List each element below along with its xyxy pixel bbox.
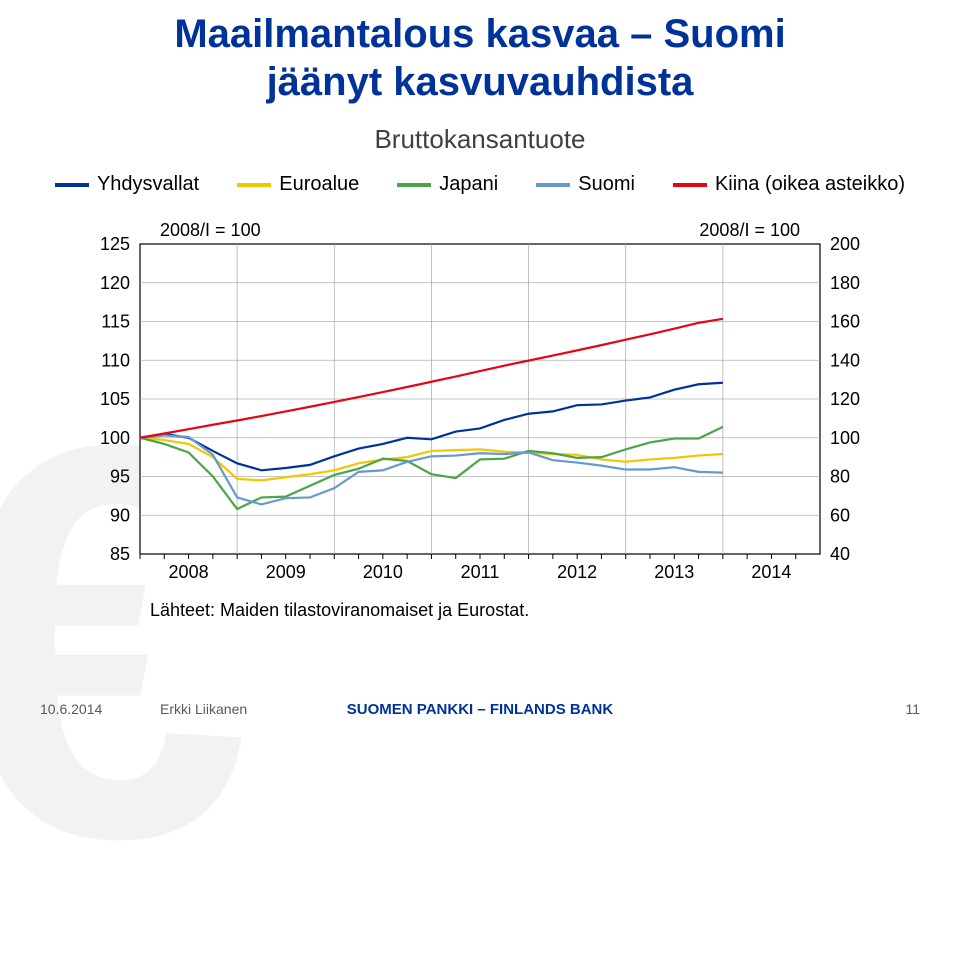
footer-bank: SUOMEN PANKKI – FINLANDS BANK <box>0 701 960 718</box>
legend-swatch <box>55 183 89 187</box>
ytick-right: 140 <box>830 350 860 370</box>
chart-svg: 85 90 95 100 105 110 115 120 125 40 60 80 100 120 140 1… <box>80 214 880 594</box>
legend-swatch <box>536 183 570 187</box>
ytick-right: 60 <box>830 505 850 525</box>
xtick: 2012 <box>557 562 597 582</box>
title-line2: jäänyt kasvuvauhdista <box>0 58 960 106</box>
legend-label: Kiina (oikea asteikko) <box>715 173 905 196</box>
ytick-left: 100 <box>100 428 130 448</box>
legend: Yhdysvallat Euroalue Japani Suomi Kiina (oik… <box>0 173 960 196</box>
ytick-right: 40 <box>830 544 850 564</box>
legend-swatch <box>237 183 271 187</box>
ytick-left: 85 <box>110 544 130 564</box>
ytick-right: 100 <box>830 428 860 448</box>
ytick-right: 80 <box>830 467 850 487</box>
slide: Maailmantalous kasvaa – Suomi jäänyt kas… <box>0 0 960 717</box>
note-left: 2008/I = 100 <box>160 220 261 240</box>
source-text: Lähteet: Maiden tilastoviranomaiset ja E… <box>150 600 960 621</box>
legend-item: Euroalue <box>237 173 359 196</box>
legend-swatch <box>673 183 707 187</box>
ytick-left: 90 <box>110 505 130 525</box>
ytick-left: 105 <box>100 389 130 409</box>
legend-label: Euroalue <box>279 173 359 196</box>
ytick-right: 180 <box>830 273 860 293</box>
ytick-left: 125 <box>100 234 130 254</box>
xtick: 2014 <box>751 562 791 582</box>
legend-label: Yhdysvallat <box>97 173 199 196</box>
ytick-left: 120 <box>100 273 130 293</box>
legend-label: Suomi <box>578 173 635 196</box>
xtick: 2010 <box>363 562 403 582</box>
legend-swatch <box>397 183 431 187</box>
slide-title: Maailmantalous kasvaa – Suomi jäänyt kas… <box>0 0 960 106</box>
ytick-left: 115 <box>101 312 130 332</box>
xtick: 2013 <box>654 562 694 582</box>
ytick-right: 160 <box>830 312 860 332</box>
chart: 85 90 95 100 105 110 115 120 125 40 60 80 100 120 140 1… <box>80 214 880 594</box>
ytick-left: 95 <box>110 467 130 487</box>
xtick: 2009 <box>266 562 306 582</box>
ytick-right: 120 <box>830 389 860 409</box>
legend-item: Kiina (oikea asteikko) <box>673 173 905 196</box>
legend-item: Yhdysvallat <box>55 173 199 196</box>
xtick: 2011 <box>461 562 500 582</box>
legend-label: Japani <box>439 173 498 196</box>
ytick-right: 200 <box>830 234 860 254</box>
subtitle: Bruttokansantuote <box>0 124 960 155</box>
note-right: 2008/I = 100 <box>699 220 800 240</box>
xtick: 2008 <box>169 562 209 582</box>
title-line1: Maailmantalous kasvaa – Suomi <box>0 10 960 58</box>
ytick-left: 110 <box>101 350 130 370</box>
legend-item: Japani <box>397 173 498 196</box>
legend-item: Suomi <box>536 173 635 196</box>
footer-page: 11 <box>905 701 920 717</box>
